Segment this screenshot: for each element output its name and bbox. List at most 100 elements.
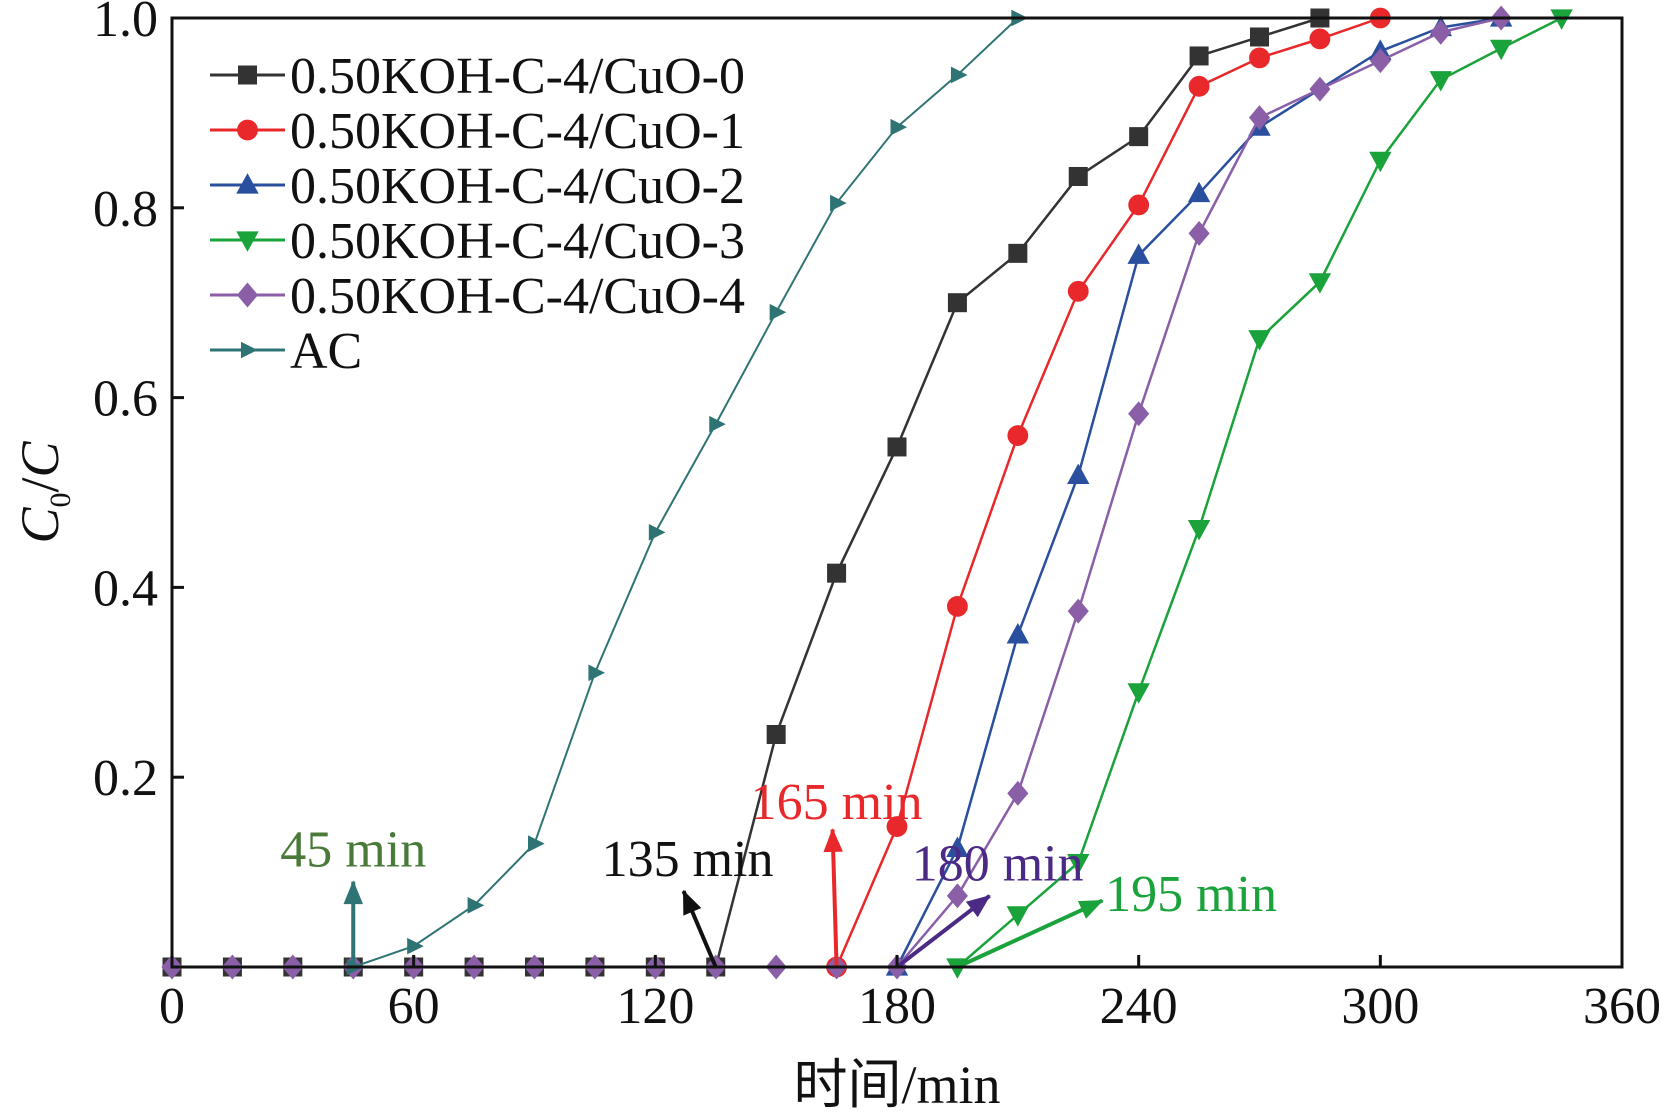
data-point <box>1067 598 1089 624</box>
series-layer <box>161 5 1573 980</box>
data-point <box>1188 220 1210 246</box>
data-point <box>1308 273 1332 294</box>
data-point <box>1008 243 1028 263</box>
y-tick-label: 1.0 <box>93 0 158 48</box>
x-tick-label: 0 <box>159 978 185 1035</box>
data-point <box>1250 27 1269 47</box>
data-point <box>950 66 968 84</box>
legend-marker <box>238 65 257 85</box>
data-point <box>1187 181 1211 203</box>
y-tick-label: 0.6 <box>93 371 158 428</box>
legend-label: AC <box>290 323 362 380</box>
data-point <box>1067 854 1090 875</box>
series-line <box>956 16 1563 968</box>
data-point <box>766 724 786 744</box>
data-point <box>890 118 908 136</box>
data-point <box>887 437 907 457</box>
legend-label: 0.50KOH-C-4/CuO-0 <box>290 48 745 105</box>
data-point <box>1187 519 1211 541</box>
data-point <box>769 303 787 321</box>
annotation-arrow <box>681 889 718 968</box>
y-tick-label: 0.4 <box>93 560 158 617</box>
data-point <box>1127 683 1150 704</box>
annotation-label: 45 min <box>280 821 426 878</box>
legend-marker <box>237 119 258 141</box>
legend-entry: 0.50KOH-C-4/CuO-2 <box>210 158 745 215</box>
y-axis-title: C0/C <box>10 440 77 543</box>
data-point <box>1006 906 1030 927</box>
legend-marker <box>236 173 259 194</box>
data-point <box>1489 39 1513 61</box>
data-point <box>830 194 847 212</box>
annotation-arrow <box>956 898 1104 969</box>
data-point <box>1249 47 1270 69</box>
series-4 <box>946 9 1573 979</box>
legend-entry: 0.50KOH-C-4/CuO-1 <box>210 103 745 160</box>
data-point <box>1309 28 1331 50</box>
data-point <box>946 836 969 857</box>
data-point <box>1188 75 1210 97</box>
series-line <box>835 16 1381 968</box>
legend-label: 0.50KOH-C-4/CuO-1 <box>290 103 745 160</box>
legend-marker <box>236 231 259 252</box>
data-point <box>1068 166 1088 186</box>
tick-layer: 0 60 120 180 240 300 360 0.2 0.4 0.6 0.8 1.0 <box>93 0 1661 1035</box>
legend: 0.50KOH-C-4/CuO-00.50KOH-C-4/CuO-10.50KO… <box>210 48 745 380</box>
annotation-label: 180 min <box>912 836 1084 893</box>
data-point <box>467 897 485 914</box>
data-point <box>648 524 666 541</box>
data-point <box>1006 623 1030 644</box>
x-tick-label: 120 <box>616 978 694 1035</box>
legend-label: 0.50KOH-C-4/CuO-4 <box>290 268 745 325</box>
data-point <box>1248 330 1271 351</box>
data-point <box>827 563 847 583</box>
data-point <box>1129 127 1149 147</box>
data-point <box>1067 280 1089 302</box>
data-point <box>1248 105 1271 131</box>
legend-entry: 0.50KOH-C-4/CuO-3 <box>210 213 745 270</box>
data-point <box>1429 71 1452 92</box>
data-point <box>709 415 726 433</box>
data-point <box>1309 76 1331 102</box>
annotation-arrow <box>895 894 991 969</box>
data-point <box>1128 401 1150 427</box>
data-point <box>528 835 545 852</box>
data-point <box>1127 243 1150 264</box>
legend-entry: 0.50KOH-C-4/CuO-4 <box>210 268 745 325</box>
data-point <box>1007 425 1029 446</box>
legend-label: 0.50KOH-C-4/CuO-3 <box>290 213 745 270</box>
series-3 <box>885 6 1513 976</box>
x-tick-label: 300 <box>1341 978 1419 1035</box>
series-line <box>352 17 1019 968</box>
legend-label: 0.50KOH-C-4/CuO-2 <box>290 158 745 215</box>
x-tick-label: 180 <box>858 978 936 1035</box>
series-line <box>895 16 1502 968</box>
annotation-label: 135 min <box>602 831 774 888</box>
data-point <box>1430 19 1452 45</box>
data-point <box>946 883 968 909</box>
annotation-label: 195 min <box>1105 866 1277 923</box>
data-point <box>1067 463 1090 485</box>
legend-marker <box>236 282 259 308</box>
y-tick-label: 0.2 <box>93 750 158 807</box>
data-point <box>588 664 606 682</box>
x-axis-title: 时间/min <box>793 1055 1000 1115</box>
annotation-label: 165 min <box>751 774 923 831</box>
data-point <box>1128 194 1150 216</box>
legend-entry: AC <box>210 323 362 380</box>
data-point <box>1189 46 1209 66</box>
data-point <box>1007 780 1029 806</box>
data-point <box>407 937 424 955</box>
annotation-arrow <box>343 880 363 967</box>
x-tick-label: 360 <box>1583 978 1661 1035</box>
x-tick-label: 240 <box>1100 978 1178 1035</box>
data-point <box>947 595 968 617</box>
data-point <box>947 293 967 313</box>
legend-entry: 0.50KOH-C-4/CuO-0 <box>210 48 745 105</box>
data-point <box>886 816 908 837</box>
y-tick-label: 0.8 <box>93 181 158 238</box>
data-point <box>1369 48 1391 74</box>
annotation-arrow <box>823 828 843 968</box>
